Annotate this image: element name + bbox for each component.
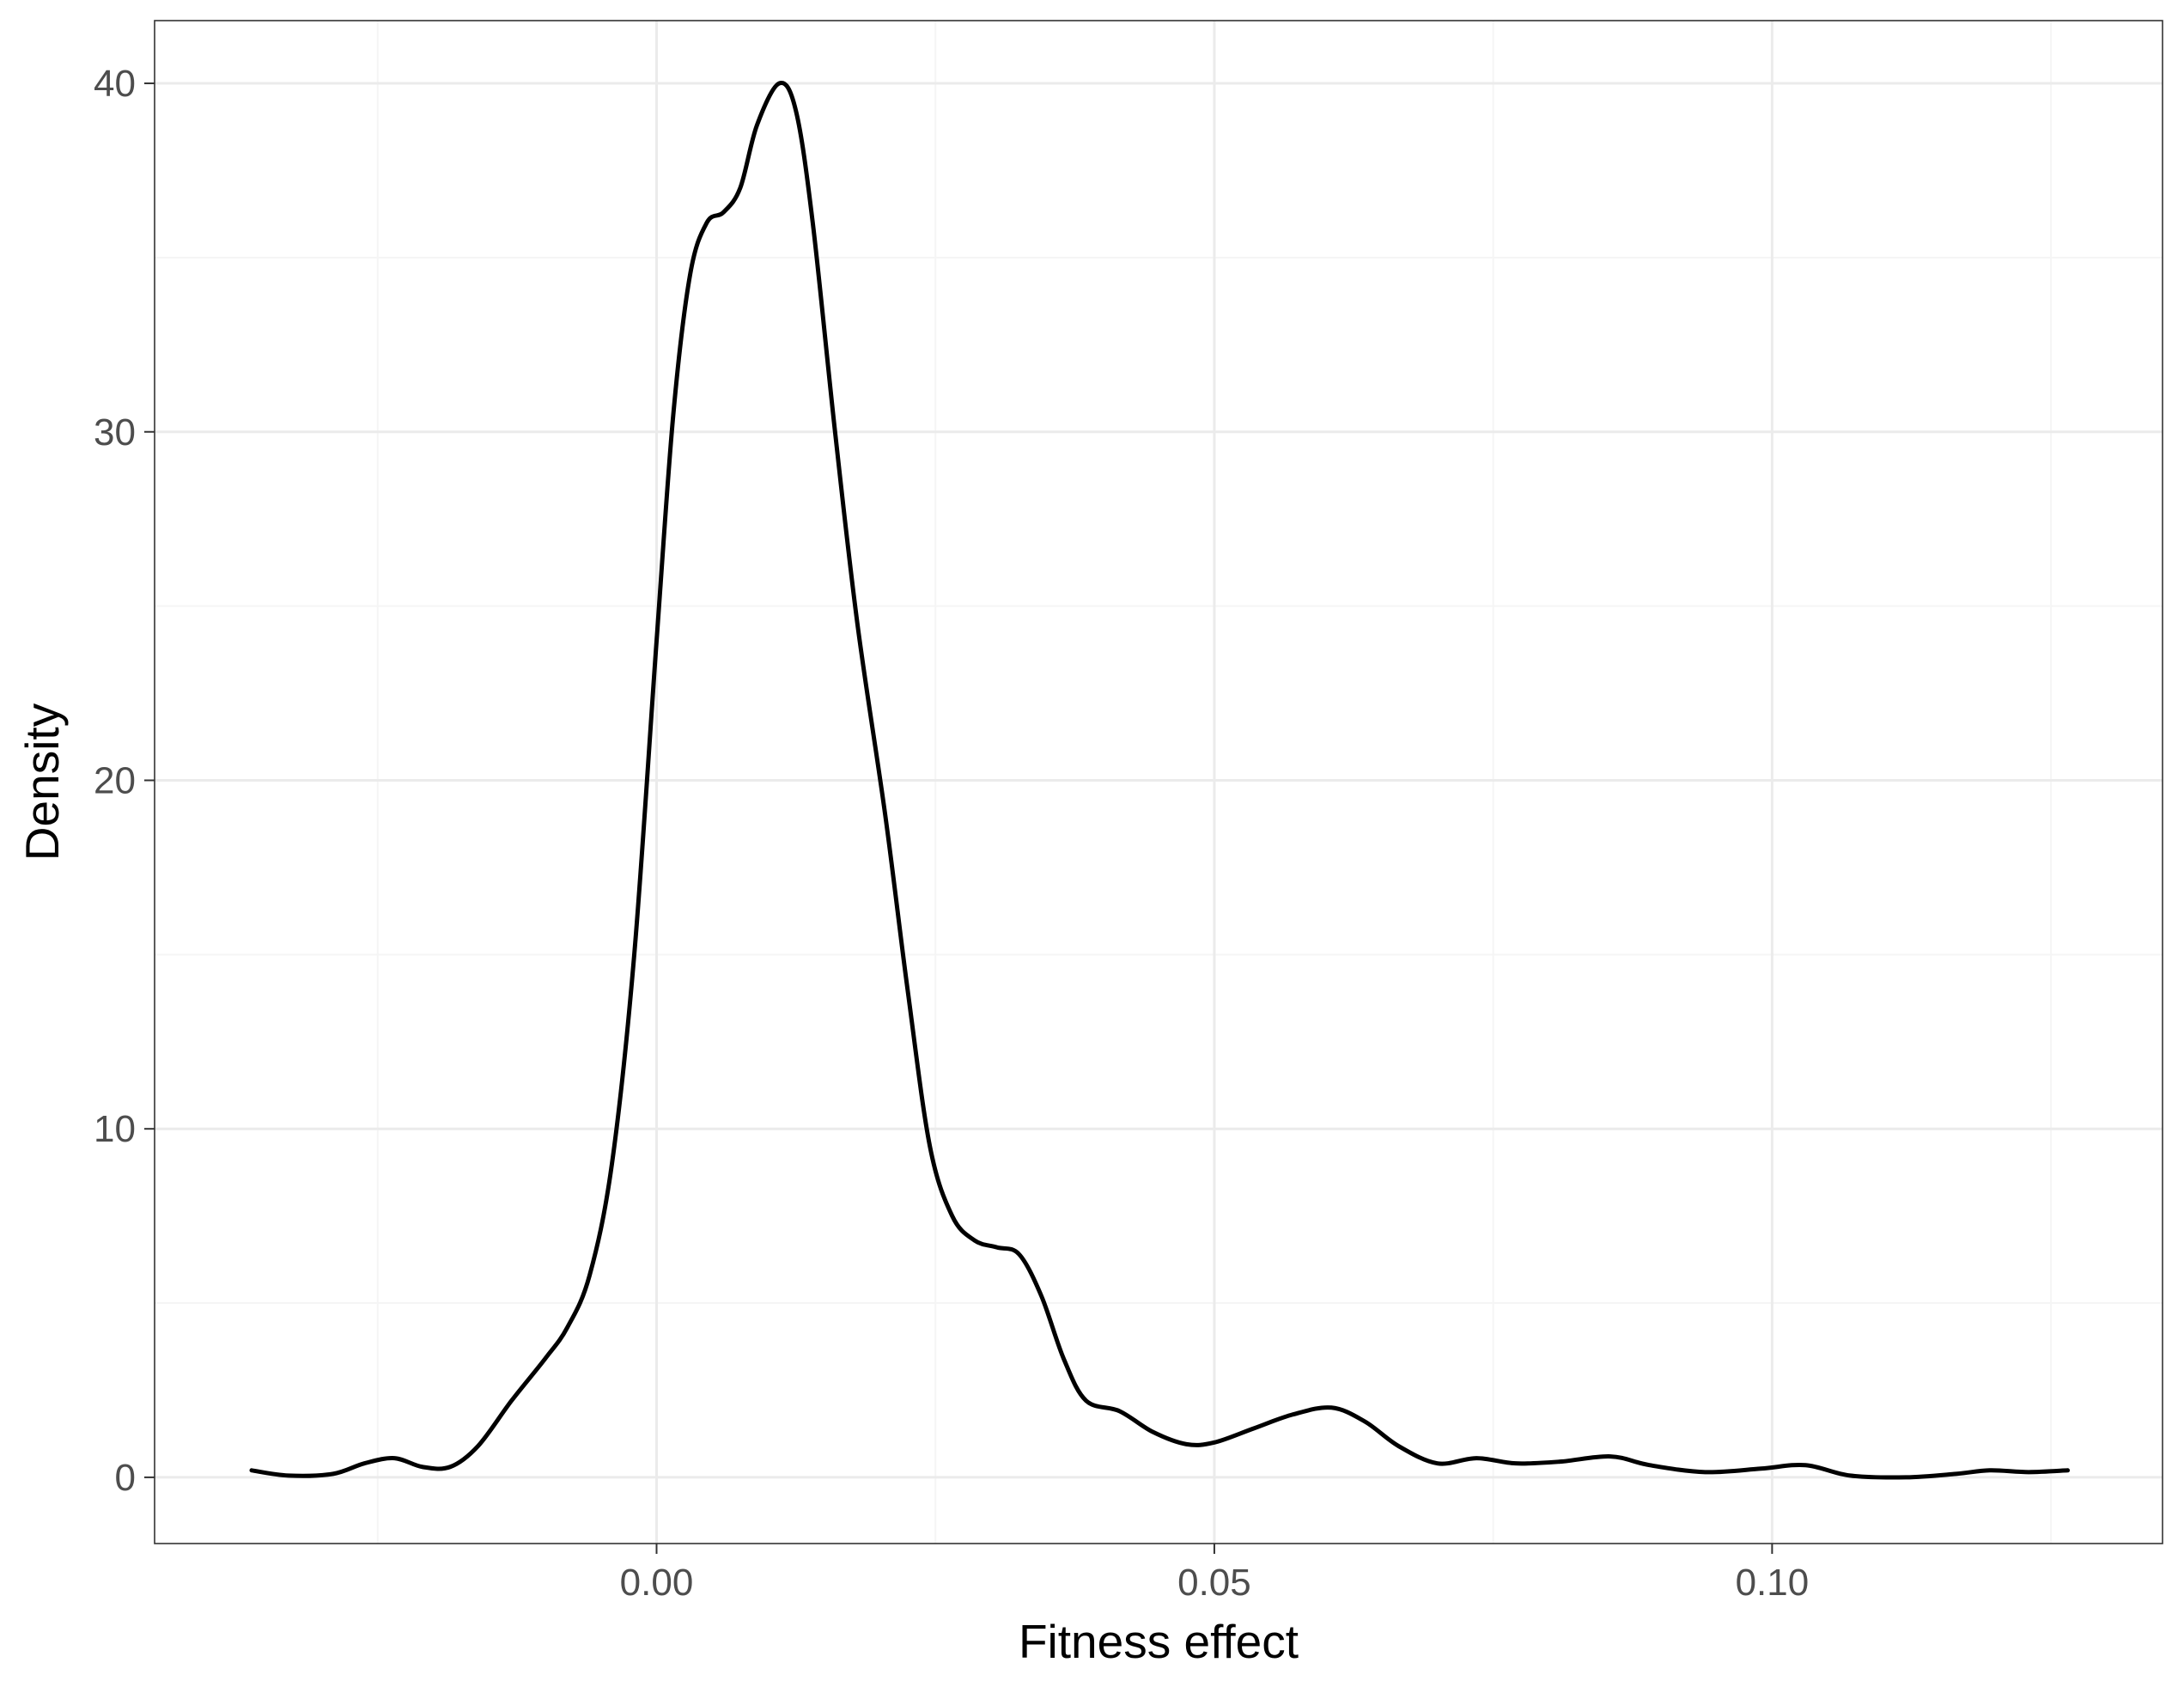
x-tick-labels: 0.00 0.05 0.10: [620, 1562, 1810, 1604]
axis-ticks: [144, 82, 1773, 1554]
density-line: [249, 81, 2071, 1480]
y-tick-label: 40: [94, 63, 136, 105]
y-axis-title: Density: [15, 703, 69, 861]
y-tick-label: 30: [94, 411, 136, 454]
x-tick-label: 0.05: [1177, 1562, 1251, 1604]
x-tick-label: 0.10: [1736, 1562, 1810, 1604]
panel-border: [154, 20, 2163, 1544]
y-tick-label: 10: [94, 1108, 136, 1150]
y-tick-labels: 0 10 20 30 40: [94, 63, 136, 1499]
y-tick-label: 20: [94, 759, 136, 801]
x-axis-title: Fitness effect: [1019, 1615, 1299, 1668]
x-tick-label: 0.00: [620, 1562, 694, 1604]
grid-lines: [155, 21, 2163, 1544]
y-tick-label: 0: [115, 1457, 136, 1499]
